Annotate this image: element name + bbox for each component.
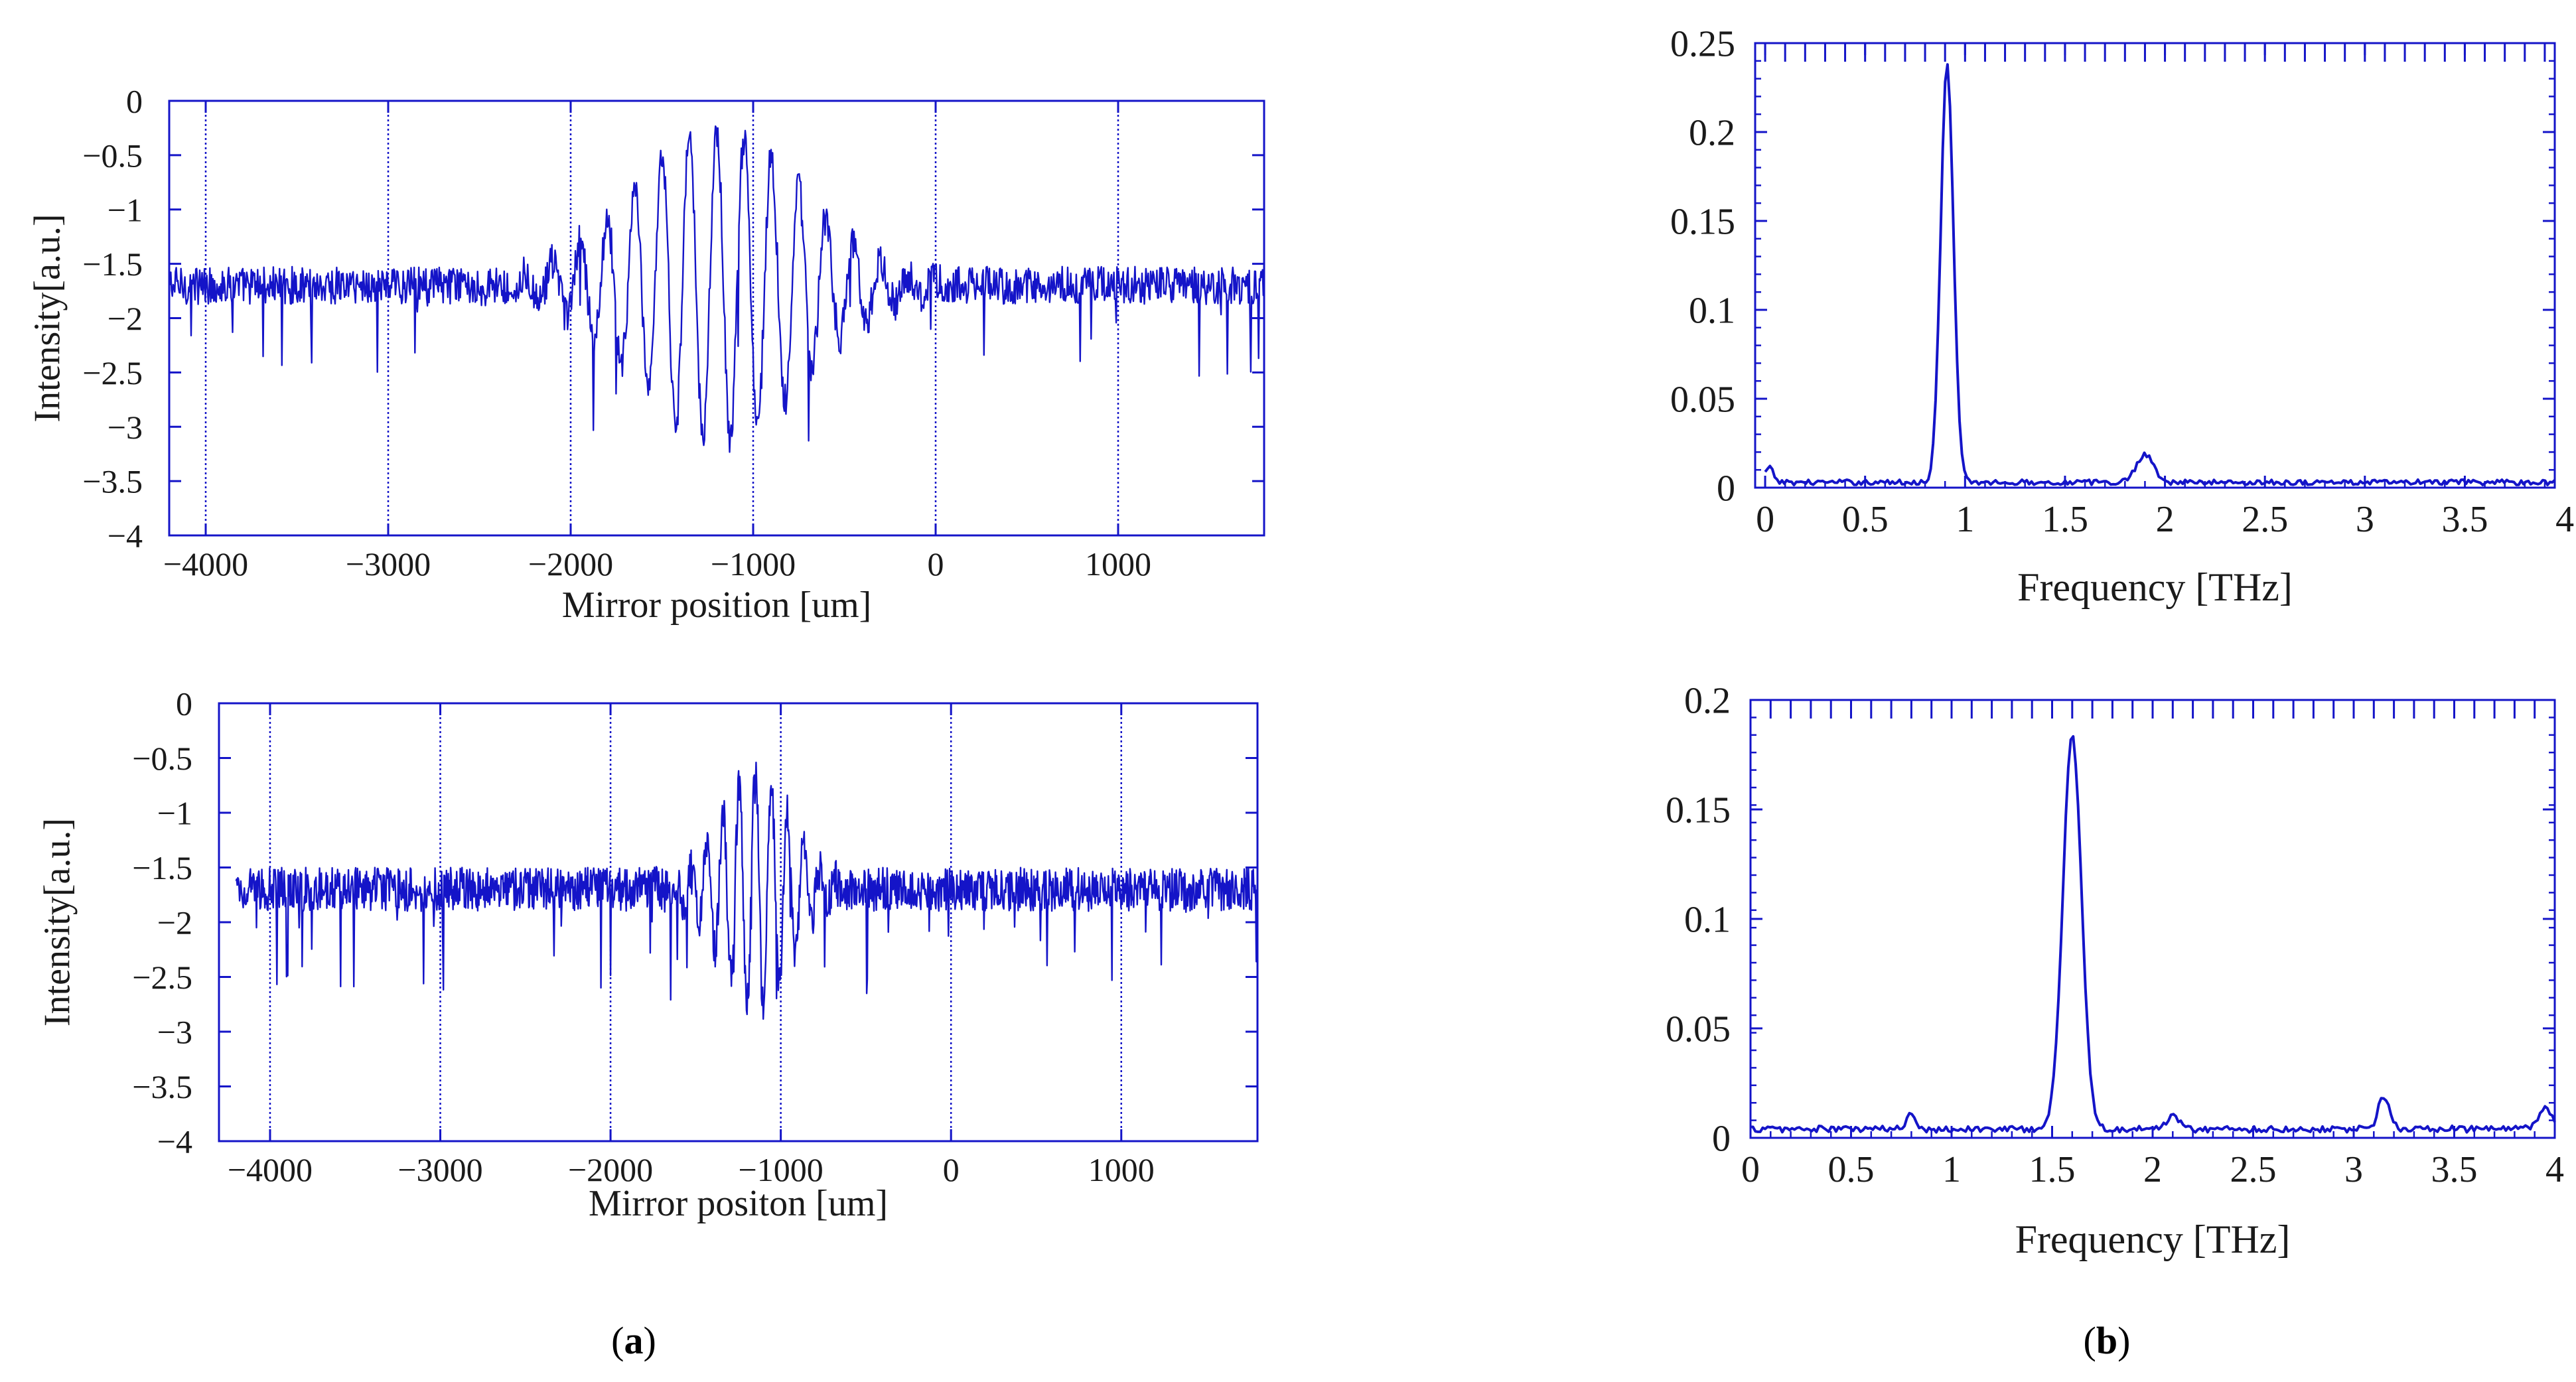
y-tick-label: −3.5: [132, 1068, 192, 1105]
x-tick-label: −4000: [163, 545, 248, 583]
y-tick-label: −2.5: [82, 354, 143, 391]
x-tick-label: −2000: [568, 1151, 653, 1188]
x-tick-label: 3.5: [2441, 499, 2488, 540]
y-tick-label: −2.5: [132, 959, 192, 996]
x-axis-title: Mirror position [um]: [562, 585, 872, 626]
panel-b-letter: b: [2096, 1319, 2117, 1362]
x-tick-label: 1000: [1085, 545, 1151, 583]
chart-a-top: −4000 −3000 −2000 −1000 0 1000 0 −0.5 −1 −1.5 −2 −2…: [27, 83, 1265, 626]
x-axis-title: Frequency [THz]: [2017, 565, 2293, 609]
panel-b-label: (b): [2084, 1319, 2131, 1362]
plot-frame: [1754, 42, 2556, 489]
x-tick-label: 1: [1942, 1149, 1961, 1190]
y-tick-label: −0.5: [82, 137, 143, 174]
y-tick-label: 0.1: [1684, 900, 1731, 941]
series-line: [1764, 63, 2556, 486]
x-tick-label: 2: [2156, 499, 2175, 540]
series-line: [235, 762, 1259, 1020]
plot-frame: [168, 100, 1265, 537]
y-tick-label: 0.05: [1670, 380, 1735, 421]
y-tick-label: −3.5: [82, 463, 143, 500]
y-tick-label: 0.05: [1666, 1009, 1731, 1050]
x-tick-label: 0: [943, 1151, 960, 1188]
x-tick-label: 2: [2143, 1149, 2162, 1190]
y-tick-label: 0.25: [1670, 24, 1735, 65]
x-tick-label: −4000: [228, 1151, 313, 1188]
y-tick-label: −0.5: [132, 740, 192, 777]
x-tick-label: 0.5: [1828, 1149, 1875, 1190]
x-axis-title: Frequency [THz]: [2015, 1217, 2291, 1261]
series-line: [168, 125, 1265, 453]
x-tick-label: 4: [2555, 499, 2574, 540]
y-tick-label: 0.15: [1666, 790, 1731, 831]
x-tick-label: 0: [1741, 1149, 1760, 1190]
x-tick-label: −1000: [739, 1151, 823, 1188]
y-tick-label: 0: [126, 83, 143, 120]
x-tick-label: −3000: [397, 1151, 482, 1188]
plot-frame: [218, 702, 1259, 1142]
y-tick-label: 0: [1712, 1119, 1731, 1160]
y-axis-title: Intensity[a.u.]: [27, 214, 68, 422]
panel-a-letter: a: [624, 1319, 644, 1362]
x-tick-label: 0: [928, 545, 944, 583]
x-tick-label: −2000: [528, 545, 613, 583]
chart-b-bottom: 0 0.5 1 1.5 2 2.5 3 3.5 4 0 0.05 0.1 0.15 0.2 Frequenc…: [1666, 681, 2564, 1261]
y-tick-label: −1.5: [82, 245, 143, 283]
y-tick-label: −4: [107, 518, 143, 555]
y-tick-label: 0: [1717, 468, 1735, 510]
y-tick-label: −2: [107, 300, 143, 337]
x-tick-label: 2.5: [2230, 1149, 2277, 1190]
y-tick-label: 0: [176, 685, 192, 723]
x-tick-label: 3: [2356, 499, 2374, 540]
series-line: [1751, 735, 2556, 1134]
y-tick-label: −3: [107, 409, 143, 446]
y-axis-title: Intensity[a.u.]: [37, 818, 78, 1026]
y-tick-label: −4: [157, 1123, 192, 1160]
x-tick-label: 2.5: [2242, 499, 2288, 540]
y-tick-label: −1: [107, 191, 143, 228]
y-tick-label: 0.15: [1670, 202, 1735, 243]
x-tick-label: 1.5: [2029, 1149, 2076, 1190]
y-tick-label: −2: [157, 904, 192, 941]
plot-frame: [1749, 699, 2556, 1139]
y-tick-label: 0.2: [1684, 681, 1731, 722]
y-tick-label: 0.1: [1689, 291, 1735, 332]
panel-a-label: (a): [611, 1319, 656, 1362]
x-tick-label: 0: [1756, 499, 1774, 540]
y-tick-label: −1: [157, 795, 192, 832]
x-tick-label: 3: [2344, 1149, 2363, 1190]
x-tick-label: 1: [1956, 499, 1974, 540]
x-tick-label: 4: [2545, 1149, 2564, 1190]
chart-a-bottom: −4000 −3000 −2000 −1000 0 1000 0 −0.5 −1 −1.5 −2 −2…: [37, 685, 1259, 1224]
y-tick-label: −3: [157, 1014, 192, 1051]
x-tick-label: −1000: [711, 545, 796, 583]
chart-b-top: 0 0.5 1 1.5 2 2.5 3 3.5 4 0 0.05 0.1 0.15 0.2 0.25 Freq…: [1670, 24, 2574, 609]
x-tick-label: 3.5: [2431, 1149, 2478, 1190]
x-tick-label: 1.5: [2042, 499, 2088, 540]
x-axis-title: Mirror positon [um]: [589, 1183, 888, 1224]
y-tick-label: 0.2: [1689, 113, 1735, 154]
x-tick-label: 0.5: [1842, 499, 1889, 540]
x-tick-label: −3000: [346, 545, 431, 583]
x-tick-label: 1000: [1088, 1151, 1155, 1188]
y-tick-label: −1.5: [132, 849, 192, 886]
